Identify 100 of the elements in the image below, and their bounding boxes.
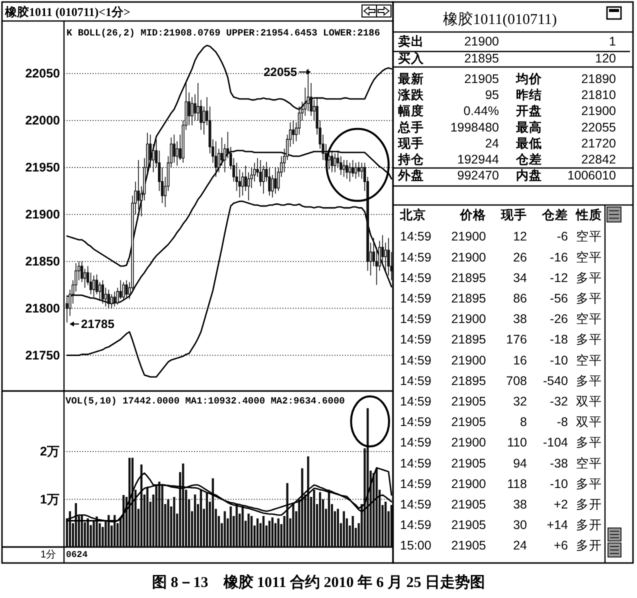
cell: 21900 <box>451 230 486 244</box>
cell: 14:59 <box>400 394 432 408</box>
cell: 多平 <box>576 332 602 347</box>
title: 橡胶1011(010711) <box>443 12 557 28</box>
cell: 21895 <box>451 374 486 388</box>
cell: 14:59 <box>400 312 432 326</box>
cell: +2 <box>554 498 568 512</box>
cell: -104 <box>542 436 568 450</box>
cell: 176 <box>506 332 527 347</box>
cell: 14:59 <box>400 270 432 285</box>
cell: -12 <box>550 270 568 285</box>
cell: -18 <box>550 332 568 347</box>
cell: 21895 <box>451 292 486 306</box>
cell: 8 <box>520 415 527 430</box>
cell: 21890 <box>581 72 616 86</box>
cell: -16 <box>550 250 568 264</box>
cell: 21905 <box>451 415 486 430</box>
cell: 卖出 <box>398 34 424 49</box>
cell: 22842 <box>581 152 616 166</box>
cell: 最高 <box>516 120 542 134</box>
cell: 1 <box>609 34 616 49</box>
cell: 192944 <box>457 152 499 166</box>
subtitle: K BOLL(26,2) MID:21908.0769 UPPER:21954.6453 LOWER:2186 <box>66 28 380 38</box>
cell: 21900 <box>451 476 486 491</box>
cell: 总手 <box>398 120 424 134</box>
y-tick-label: 21950 <box>25 160 60 174</box>
y-tick-label: 21750 <box>25 348 60 362</box>
y-tick-label: 21800 <box>25 301 60 316</box>
cell: 双平 <box>576 415 602 430</box>
cell: 21905 <box>451 518 486 532</box>
cell: 14:59 <box>400 436 432 450</box>
cell: 多开 <box>576 518 602 532</box>
cell: -38 <box>550 456 568 470</box>
cell: 14:59 <box>400 292 432 306</box>
cell: 15:00 <box>400 538 432 553</box>
title: 橡胶1011 (010711)<1分> <box>5 5 130 19</box>
cell: 14:59 <box>400 374 432 388</box>
cell: 14:59 <box>400 332 432 347</box>
cell: 双平 <box>576 394 602 408</box>
column-header: 性质 <box>576 208 602 222</box>
y-tick-label: 2万 <box>40 444 60 459</box>
cell: 买入 <box>398 52 424 66</box>
cell: 14:59 <box>400 353 432 368</box>
cell: 30 <box>513 518 527 532</box>
cell: 24 <box>485 136 499 150</box>
cell: 21895 <box>451 332 486 347</box>
period-label: 1分 <box>40 550 56 560</box>
cell: 38 <box>513 312 527 326</box>
cell: 32 <box>513 394 527 408</box>
title: VOL(5,10) 17442.0000 MA1:10932.4000 MA2:9634.6000 <box>66 396 345 406</box>
cell: 现手 <box>398 136 424 150</box>
cell: 12 <box>513 230 527 244</box>
cell: 均价 <box>516 72 542 86</box>
cell: 多开 <box>576 538 602 553</box>
cell: 1998480 <box>450 120 499 134</box>
cell: 0.44% <box>464 104 499 118</box>
cell: 21900 <box>464 34 499 49</box>
cell: 14:59 <box>400 415 432 430</box>
cell: 118 <box>507 476 527 491</box>
cell: -10 <box>550 353 568 368</box>
date-label: 0624 <box>66 550 88 560</box>
cell: 空平 <box>576 353 602 368</box>
cell: 21810 <box>581 88 616 102</box>
cell: 21905 <box>451 394 486 408</box>
cell: 16 <box>513 353 527 368</box>
cell: 涨跌 <box>398 88 424 102</box>
cell: 21895 <box>464 52 499 66</box>
cell: 21900 <box>451 312 486 326</box>
cell: 21900 <box>581 104 616 118</box>
cell: 110 <box>507 436 527 450</box>
cell: 34 <box>513 270 527 285</box>
cell: 外盘 <box>398 168 424 183</box>
column-header: 仓差 <box>542 208 568 222</box>
cell: 21900 <box>451 250 486 264</box>
cell: 14:59 <box>400 476 432 491</box>
cell: 多平 <box>576 476 602 491</box>
cell: -32 <box>550 394 568 408</box>
caption: 图 8－13 橡胶 1011 合约 2010 年 6 月 25 日走势图 <box>152 575 485 591</box>
cell: 38 <box>513 498 527 512</box>
cell: 内盘 <box>516 168 542 183</box>
cell: 86 <box>513 292 527 306</box>
cell: -56 <box>550 292 568 306</box>
cell: 21905 <box>451 456 486 470</box>
cell: 21905 <box>464 72 499 86</box>
cell: 21900 <box>451 353 486 368</box>
cell: +14 <box>546 518 568 532</box>
cell: 仓差 <box>516 152 542 166</box>
cell: 21905 <box>451 498 486 512</box>
cell: 空平 <box>576 312 602 326</box>
cell: 120 <box>595 52 616 66</box>
cell: 多平 <box>576 436 602 450</box>
y-tick-label: 22000 <box>25 114 60 128</box>
cell: 持仓 <box>398 152 424 166</box>
cell: -540 <box>542 374 568 388</box>
cell: 14:59 <box>400 230 432 244</box>
cell: 幅度 <box>398 104 424 118</box>
cell: -10 <box>550 476 568 491</box>
cell: 多平 <box>576 292 602 306</box>
annotation: 22055 <box>264 65 297 79</box>
cell: +6 <box>554 538 568 553</box>
